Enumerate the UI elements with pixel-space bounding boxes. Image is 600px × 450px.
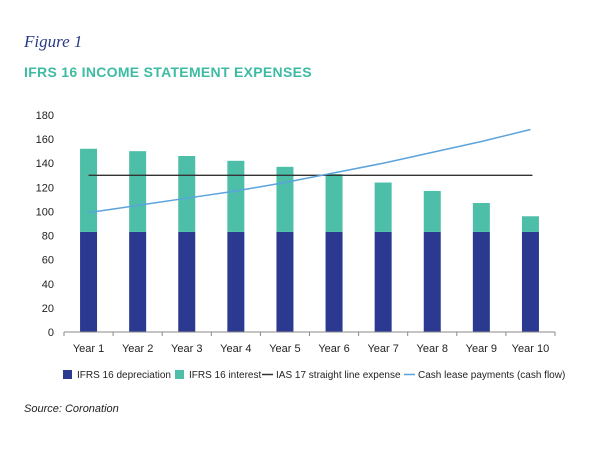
bar-interest: [227, 160, 245, 232]
bar-depreciation: [178, 231, 196, 332]
bar-interest: [374, 182, 392, 232]
x-tick-label: Year 7: [367, 343, 398, 355]
line-cash-lease-payments: [88, 128, 531, 214]
bar-depreciation: [325, 231, 343, 332]
y-tick-label: 160: [36, 134, 54, 146]
x-tick-label: Year 5: [269, 343, 300, 355]
source-note: Source: Coronation: [24, 403, 119, 415]
bar-depreciation: [423, 231, 441, 332]
legend-item-interest: IFRS 16 interest: [189, 370, 261, 381]
bar-depreciation: [374, 231, 392, 332]
y-tick-label: 0: [48, 327, 54, 339]
y-tick-label: 180: [36, 110, 54, 122]
bar-interest: [80, 148, 98, 232]
y-tick-label: 140: [36, 158, 54, 170]
legend: IFRS 16 depreciation IFRS 16 interest IAS …: [63, 370, 565, 381]
legend-swatch: [63, 370, 72, 379]
x-tick-label: Year 1: [73, 343, 104, 355]
bar-depreciation: [227, 231, 245, 332]
bar-depreciation: [276, 231, 294, 332]
bar-depreciation: [472, 231, 490, 332]
bar-interest: [178, 155, 196, 232]
x-tick-label: Year 6: [318, 343, 349, 355]
bar-interest: [129, 151, 147, 232]
bar-interest: [423, 190, 441, 232]
y-axis: 0 20 40 60 80 100 120 140 160 180: [36, 110, 54, 339]
x-tick-label: Year 2: [122, 343, 153, 355]
y-tick-label: 100: [36, 206, 54, 218]
legend-item-cash: Cash lease payments (cash flow): [418, 370, 565, 381]
x-tick-label: Year 4: [220, 343, 251, 355]
legend-item-straight-line: IAS 17 straight line expense: [276, 370, 401, 381]
y-tick-label: 60: [42, 255, 54, 267]
chart-title: IFRS 16 INCOME STATEMENT EXPENSES: [24, 64, 312, 80]
figure-label: Figure 1: [24, 32, 83, 51]
bar-depreciation: [80, 231, 98, 332]
legend-item-depreciation: IFRS 16 depreciation: [77, 370, 171, 381]
x-tick-label: Year 9: [466, 343, 497, 355]
bar-interest: [276, 166, 294, 232]
y-tick-label: 80: [42, 231, 54, 243]
x-tick-label: Year 10: [512, 343, 550, 355]
y-tick-label: 40: [42, 279, 54, 291]
x-tick-label: Year 3: [171, 343, 202, 355]
bar-depreciation: [129, 231, 147, 332]
bar-interest: [472, 203, 490, 232]
bar-interest: [521, 216, 539, 232]
bar-depreciation: [521, 231, 539, 332]
bars: [80, 148, 539, 332]
x-axis: Year 1 Year 2 Year 3 Year 4 Year 5 Year 6 Year…: [63, 331, 556, 355]
y-tick-label: 20: [42, 303, 54, 315]
y-tick-label: 120: [36, 182, 54, 194]
bar-interest: [325, 174, 343, 232]
legend-swatch: [175, 370, 184, 379]
lines: [88, 128, 533, 214]
x-tick-label: Year 8: [417, 343, 448, 355]
